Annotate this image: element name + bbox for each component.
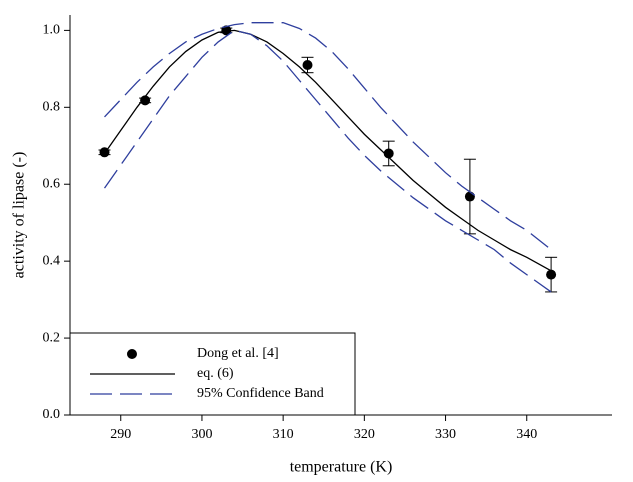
legend-marker <box>127 349 137 359</box>
x-tick-label: 290 <box>110 427 131 442</box>
fit-line <box>103 29 552 272</box>
x-tick-label: 340 <box>516 427 537 442</box>
x-axis-label: temperature (K) <box>290 459 393 476</box>
legend-label: Dong et al. [4] <box>197 346 279 361</box>
y-tick-label: 1.0 <box>43 23 61 38</box>
data-point <box>383 148 394 159</box>
data-point <box>464 191 475 202</box>
y-tick-label: 0.2 <box>43 330 61 345</box>
legend-label: 95% Confidence Band <box>197 386 324 401</box>
y-tick-label: 0.8 <box>43 100 61 115</box>
band-lower <box>103 29 552 293</box>
y-axis-label: activity of lipase (-) <box>11 152 28 279</box>
y-tick-label: 0.0 <box>43 407 61 422</box>
x-tick-label: 320 <box>354 427 375 442</box>
data-point <box>221 25 232 36</box>
y-tick-label: 0.4 <box>43 253 61 268</box>
band-upper <box>104 22 552 251</box>
data-point <box>546 269 557 280</box>
legend-label: eq. (6) <box>197 366 234 381</box>
x-tick-label: 300 <box>191 427 212 442</box>
x-tick-label: 330 <box>435 427 456 442</box>
x-tick-label: 310 <box>273 427 294 442</box>
data-point <box>302 60 313 70</box>
y-tick-label: 0.6 <box>43 176 61 191</box>
data-point <box>140 95 151 106</box>
